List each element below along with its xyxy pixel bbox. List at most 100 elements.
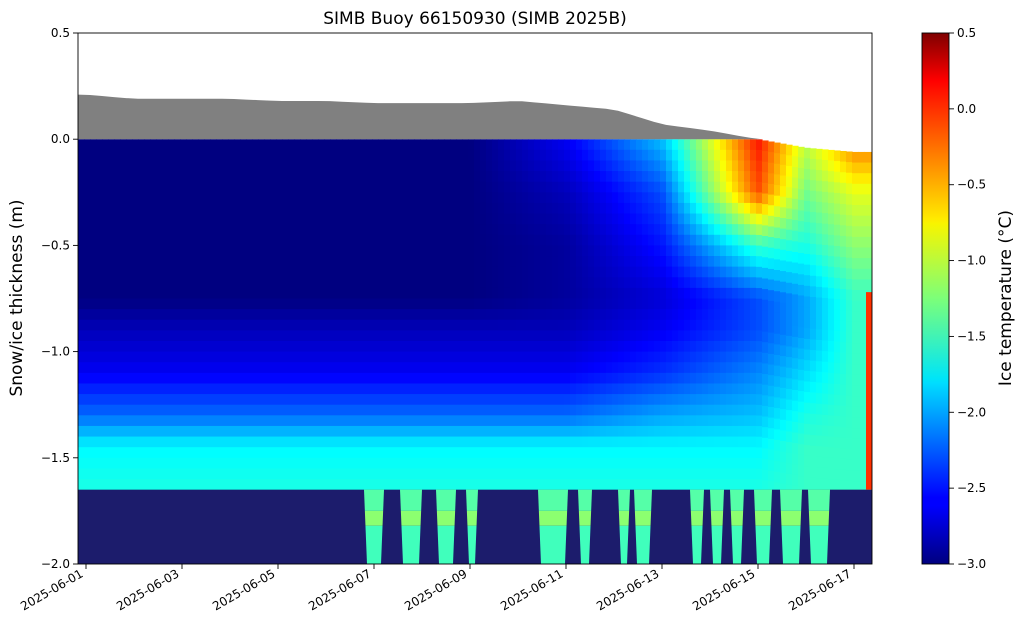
temperature-cell <box>294 202 301 215</box>
temperature-cell <box>840 310 847 322</box>
temperature-cell <box>414 372 421 385</box>
temperature-cell <box>288 362 295 374</box>
temperature-cell <box>192 457 199 470</box>
temperature-cell <box>138 394 145 406</box>
temperature-cell <box>390 234 397 246</box>
temperature-cell <box>108 256 115 268</box>
temperature-cell <box>726 171 733 183</box>
temperature-cell <box>642 234 649 246</box>
temperature-cell <box>708 319 715 331</box>
temperature-cell <box>666 415 673 427</box>
temperature-cell <box>576 404 583 416</box>
temperature-cell <box>726 256 733 268</box>
temperature-cell <box>852 459 859 472</box>
temperature-cell <box>516 394 523 406</box>
temperature-cell <box>690 171 697 183</box>
temperature-cell <box>588 330 595 342</box>
temperature-cell <box>372 192 379 204</box>
temperature-cell <box>378 192 385 204</box>
temperature-cell <box>330 457 337 470</box>
temperature-cell <box>804 307 811 319</box>
temperature-cell <box>270 394 277 406</box>
temperature-cell <box>318 181 325 193</box>
temperature-cell <box>768 205 775 217</box>
seawater-band <box>710 489 724 511</box>
temperature-cell <box>684 383 691 395</box>
temperature-cell <box>234 266 241 278</box>
temperature-cell <box>720 383 727 395</box>
temperature-cell <box>576 425 583 438</box>
temperature-cell <box>792 443 799 455</box>
temperature-cell <box>84 404 91 416</box>
temperature-cell <box>552 415 559 427</box>
temperature-cell <box>432 479 439 491</box>
temperature-cell <box>594 181 601 193</box>
temperature-cell <box>450 277 457 289</box>
temperature-cell <box>696 415 703 427</box>
seawater-band <box>466 510 478 526</box>
temperature-cell <box>540 202 547 215</box>
temperature-cell <box>294 192 301 204</box>
temperature-cell <box>438 362 445 374</box>
temperature-cell <box>582 160 589 172</box>
temperature-cell <box>714 149 721 162</box>
temperature-cell <box>798 476 805 488</box>
temperature-cell <box>210 468 217 480</box>
temperature-cell <box>138 340 145 353</box>
temperature-cell <box>750 404 757 416</box>
temperature-cell <box>726 266 733 278</box>
temperature-cell <box>450 287 457 300</box>
temperature-cell <box>216 266 223 278</box>
temperature-cell <box>798 306 805 318</box>
temperature-cell <box>366 139 373 151</box>
temperature-cell <box>630 330 637 342</box>
temperature-cell <box>750 202 757 215</box>
temperature-cell <box>114 479 121 491</box>
temperature-cell <box>432 234 439 246</box>
temperature-cell <box>450 192 457 204</box>
temperature-cell <box>282 383 289 395</box>
temperature-cell <box>90 202 97 215</box>
temperature-cell <box>396 479 403 491</box>
temperature-cell <box>234 362 241 374</box>
temperature-cell <box>138 245 145 257</box>
temperature-cell <box>744 287 751 300</box>
temperature-cell <box>468 479 475 491</box>
temperature-cell <box>762 437 769 450</box>
temperature-cell <box>246 404 253 416</box>
temperature-cell <box>396 330 403 342</box>
temperature-cell <box>756 171 763 183</box>
temperature-cell <box>480 319 487 331</box>
temperature-cell <box>648 213 655 225</box>
temperature-cell <box>606 351 613 363</box>
temperature-cell <box>744 202 751 215</box>
temperature-cell <box>594 362 601 374</box>
temperature-cell <box>828 394 835 406</box>
temperature-cell <box>522 425 529 438</box>
temperature-cell <box>126 287 133 300</box>
temperature-cell <box>378 415 385 427</box>
temperature-cell <box>144 351 151 363</box>
temperature-cell <box>858 364 865 376</box>
temperature-cell <box>402 160 409 172</box>
temperature-cell <box>390 330 397 342</box>
temperature-cell <box>192 394 199 406</box>
temperature-cell <box>342 287 349 300</box>
temperature-cell <box>402 202 409 215</box>
temperature-cell <box>258 224 265 236</box>
temperature-cell <box>420 479 427 491</box>
temperature-cell <box>330 436 337 448</box>
temperature-cell <box>612 415 619 427</box>
temperature-cell <box>306 287 313 300</box>
temperature-cell <box>654 383 661 395</box>
temperature-cell <box>378 447 385 459</box>
temperature-cell <box>198 436 205 448</box>
temperature-cell <box>738 298 745 310</box>
temperature-cell <box>570 160 577 172</box>
temperature-cell <box>420 383 427 395</box>
temperature-cell <box>852 438 859 450</box>
temperature-cell <box>228 394 235 406</box>
seawater-gap <box>436 489 456 564</box>
temperature-cell <box>552 160 559 172</box>
temperature-cell <box>162 468 169 480</box>
